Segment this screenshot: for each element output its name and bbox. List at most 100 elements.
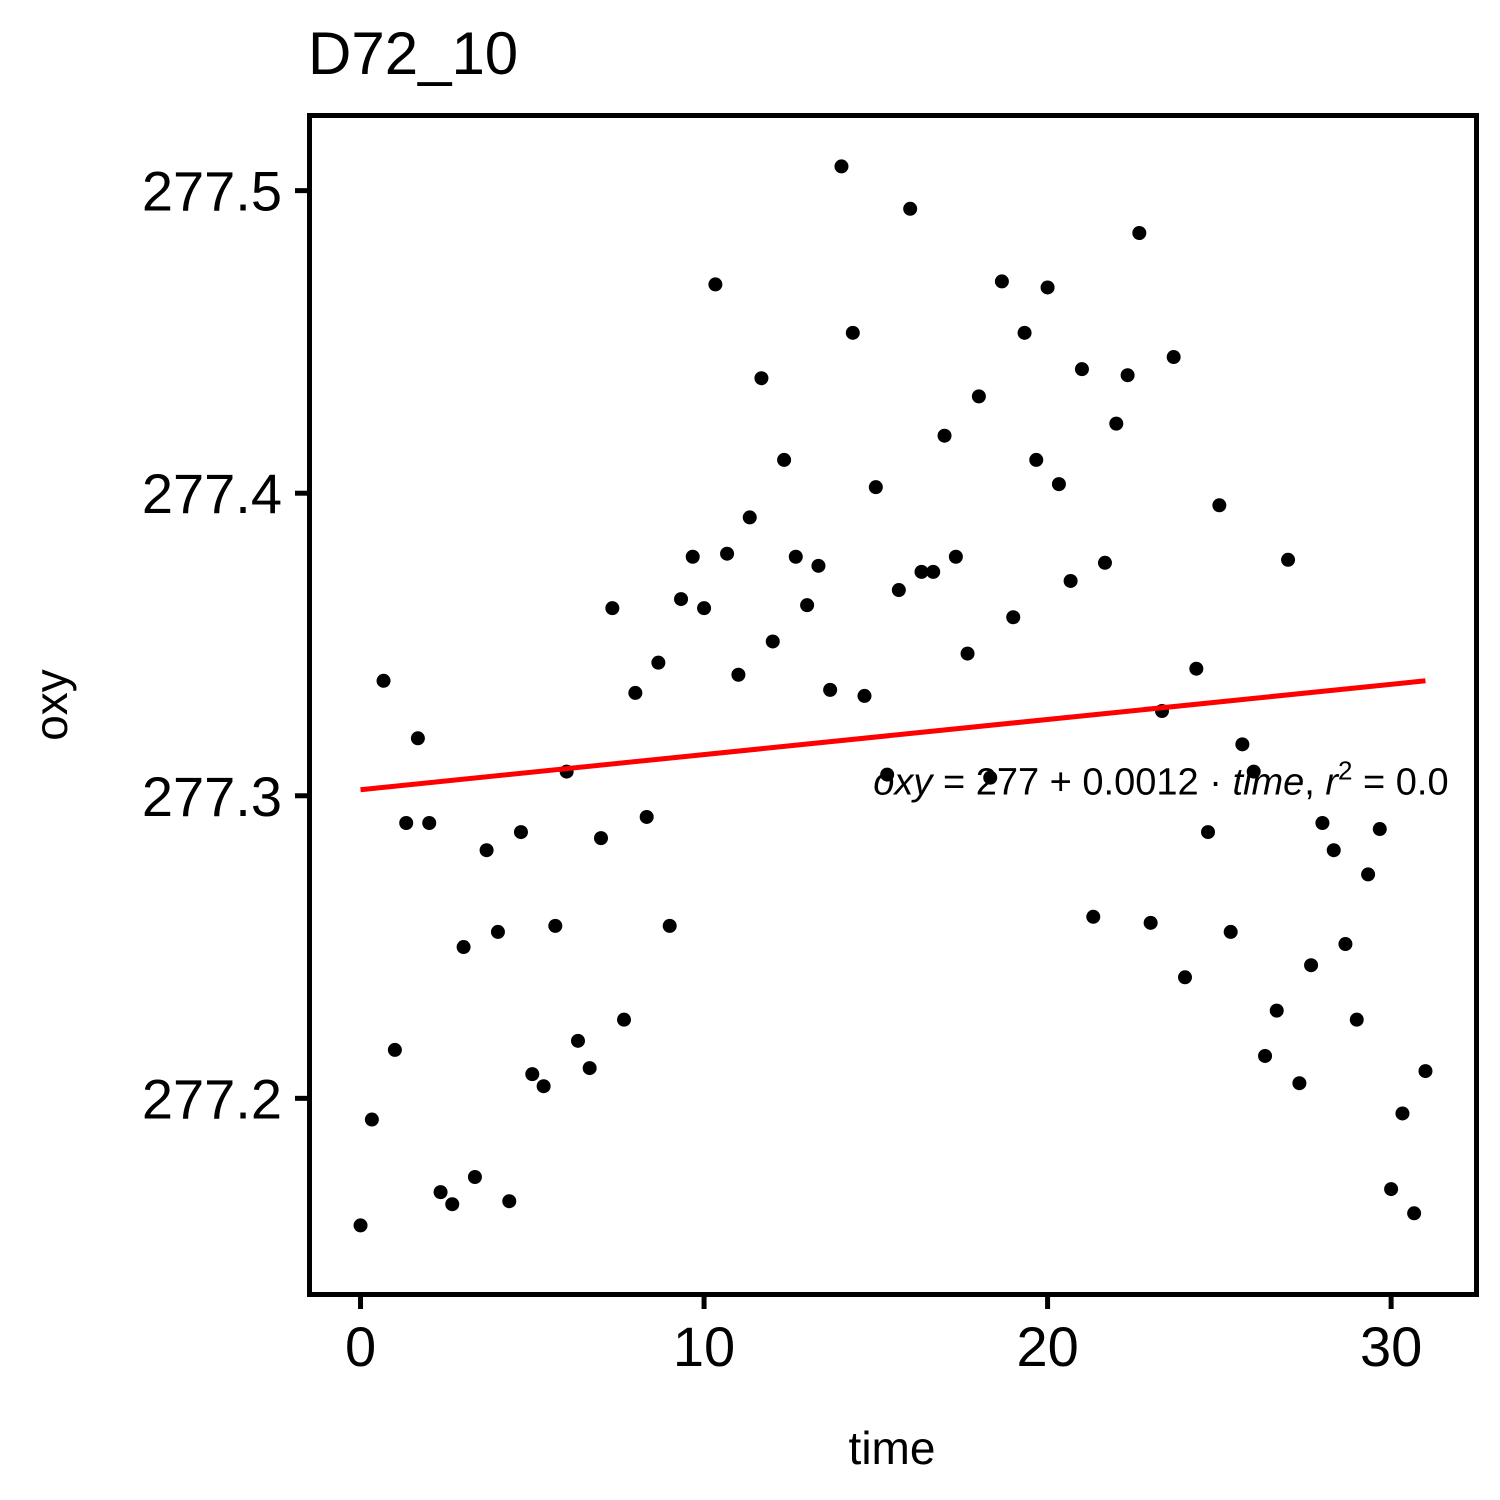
data-point (628, 685, 643, 700)
data-point (1201, 825, 1216, 840)
data-point (960, 646, 975, 661)
data-point (536, 1079, 551, 1094)
data-point (594, 831, 608, 846)
y-tick-label: 277.2 (142, 1067, 282, 1130)
data-point (422, 816, 437, 830)
data-point (1189, 661, 1204, 676)
data-point (983, 770, 998, 785)
data-point (674, 592, 689, 607)
data-point (387, 1042, 402, 1057)
x-tick-label: 0 (345, 1315, 376, 1378)
axes: 0 10 20 30 277.2 277.3 277.4 277.5 (142, 160, 1422, 1378)
data-point (433, 1185, 448, 1200)
data-point (777, 452, 792, 467)
data-point (456, 940, 471, 955)
data-point (376, 673, 391, 688)
data-point (742, 510, 757, 525)
data-point (697, 601, 712, 616)
data-point (490, 924, 505, 939)
regression-equation: oxy = 277 + 0.0012 · time, r2 = 0.0 (873, 756, 1448, 804)
data-point (731, 667, 746, 682)
data-point (1063, 573, 1078, 588)
data-point (1120, 368, 1135, 383)
data-point (1361, 867, 1376, 882)
data-point (1029, 452, 1044, 467)
data-point (1040, 280, 1055, 295)
data-point (903, 201, 918, 216)
data-point (891, 583, 906, 598)
data-point (1292, 1076, 1307, 1091)
data-point (1212, 498, 1227, 513)
data-point (1372, 822, 1387, 837)
data-point (605, 601, 620, 616)
data-point (445, 1197, 460, 1212)
data-point (513, 825, 528, 840)
data-point (1235, 737, 1250, 752)
data-point (1017, 325, 1032, 340)
data-point (399, 816, 414, 830)
data-point (834, 159, 849, 174)
data-point (1304, 958, 1319, 973)
data-point (582, 1061, 597, 1076)
data-point (720, 546, 735, 561)
x-tick-label: 20 (1016, 1315, 1078, 1378)
data-point (1407, 1206, 1422, 1221)
data-point (525, 1067, 540, 1082)
x-tick-label: 30 (1360, 1315, 1422, 1378)
data-point (971, 389, 986, 404)
y-tick-label: 277.4 (142, 462, 282, 525)
data-point (1349, 1012, 1364, 1027)
data-point (811, 558, 826, 573)
data-point (570, 1033, 585, 1048)
data-point (1223, 924, 1238, 939)
data-point (914, 564, 929, 579)
data-point (685, 549, 700, 564)
data-point (1132, 226, 1147, 240)
data-point (502, 1194, 517, 1209)
data-point (857, 688, 872, 703)
chart-title: D72_10 (308, 20, 518, 87)
data-point (1418, 1064, 1433, 1079)
y-axis-title: oxy (25, 669, 77, 741)
data-point (1326, 843, 1341, 858)
x-axis-title: time (849, 1422, 936, 1474)
data-point (765, 634, 780, 649)
x-tick-label: 10 (673, 1315, 735, 1378)
data-point (364, 1112, 379, 1127)
data-point (1166, 350, 1181, 365)
data-point (1074, 362, 1089, 377)
data-point (868, 480, 883, 495)
data-point (823, 682, 838, 697)
data-point (410, 731, 425, 746)
data-point (651, 655, 666, 670)
data-point (467, 1170, 482, 1184)
data-point (1269, 1003, 1284, 1018)
data-point (1384, 1182, 1399, 1197)
data-point (353, 1218, 368, 1233)
data-point (1178, 970, 1192, 985)
data-point (948, 549, 963, 564)
data-point (754, 371, 769, 386)
data-point (617, 1012, 632, 1027)
data-point (1086, 909, 1101, 924)
data-point (880, 767, 895, 782)
data-point (1338, 937, 1353, 952)
data-point (1315, 816, 1330, 830)
data-point (937, 428, 952, 443)
data-point (708, 277, 723, 292)
regression-line (360, 678, 1426, 793)
y-tick-label: 277.5 (142, 160, 282, 223)
data-point (662, 918, 677, 933)
data-point (926, 564, 941, 579)
data-point (548, 918, 563, 933)
data-point (639, 809, 654, 824)
data-point (1143, 915, 1158, 930)
panel-border (307, 113, 1479, 1297)
data-point (1246, 764, 1261, 779)
data-point (845, 325, 860, 340)
data-point (1097, 555, 1112, 570)
data-point (788, 549, 803, 564)
data-point (479, 843, 494, 858)
data-point (1109, 416, 1124, 431)
